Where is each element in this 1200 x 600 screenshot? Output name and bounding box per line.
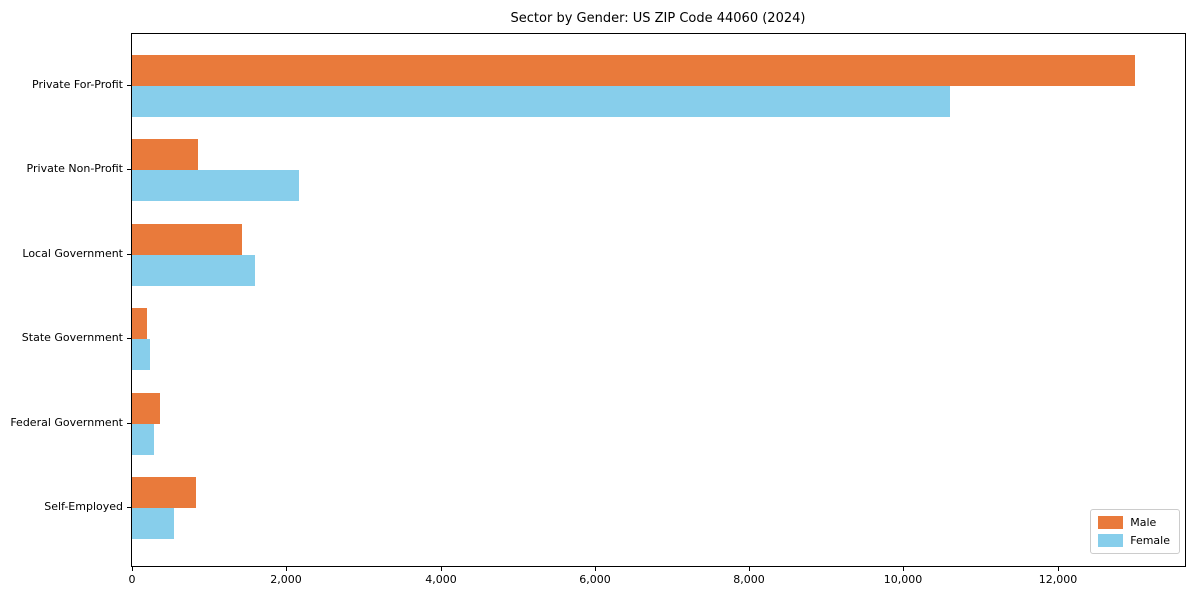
x-tick-label-10-000: 10,000 — [883, 573, 923, 586]
bar-male-federal-government — [132, 393, 160, 424]
x-tick-label-8-000: 8,000 — [733, 573, 765, 586]
y-tick-mark — [127, 507, 131, 508]
legend-swatch-male — [1098, 516, 1124, 529]
x-tick-mark — [903, 567, 904, 571]
x-tick-mark — [595, 567, 596, 571]
y-tick-mark — [127, 85, 131, 86]
legend-label-male: Male — [1130, 516, 1157, 529]
x-tick-mark — [1058, 567, 1059, 571]
bar-male-self-employed — [132, 477, 196, 508]
bar-female-private-non-profit — [132, 170, 299, 201]
x-tick-label-0: 0 — [128, 573, 136, 586]
y-tick-mark — [127, 254, 131, 255]
x-tick-mark — [749, 567, 750, 571]
legend-entry-male: Male — [1098, 516, 1170, 529]
bar-female-state-government — [132, 339, 150, 370]
y-tick-label-self-employed: Self-Employed — [44, 500, 123, 513]
x-tick-label-2-000: 2,000 — [270, 573, 302, 586]
bar-female-self-employed — [132, 508, 174, 539]
legend-swatch-female — [1098, 534, 1124, 547]
y-tick-mark — [127, 169, 131, 170]
x-tick-mark — [132, 567, 133, 571]
bar-male-private-non-profit — [132, 139, 198, 170]
y-tick-label-private-for-profit: Private For-Profit — [32, 78, 123, 91]
bar-male-state-government — [132, 308, 147, 339]
y-tick-label-private-non-profit: Private Non-Profit — [26, 162, 123, 175]
y-tick-label-local-government: Local Government — [22, 247, 123, 260]
legend: Male Female — [1090, 509, 1180, 554]
bar-male-local-government — [132, 224, 242, 255]
y-tick-mark — [127, 423, 131, 424]
bar-male-private-for-profit — [132, 55, 1135, 86]
y-tick-label-state-government: State Government — [21, 331, 123, 344]
x-tick-label-6-000: 6,000 — [579, 573, 611, 586]
x-tick-mark — [286, 567, 287, 571]
x-tick-label-4-000: 4,000 — [425, 573, 457, 586]
x-tick-mark — [441, 567, 442, 571]
y-tick-label-federal-government: Federal Government — [10, 416, 123, 429]
bar-female-federal-government — [132, 424, 154, 455]
bar-female-private-for-profit — [132, 86, 950, 117]
y-tick-mark — [127, 338, 131, 339]
plot-area: Male Female — [131, 33, 1186, 567]
legend-entry-female: Female — [1098, 534, 1170, 547]
chart-title: Sector by Gender: US ZIP Code 44060 (202… — [510, 11, 806, 26]
bar-female-local-government — [132, 255, 255, 286]
x-tick-label-12-000: 12,000 — [1038, 573, 1078, 586]
legend-label-female: Female — [1130, 534, 1170, 547]
